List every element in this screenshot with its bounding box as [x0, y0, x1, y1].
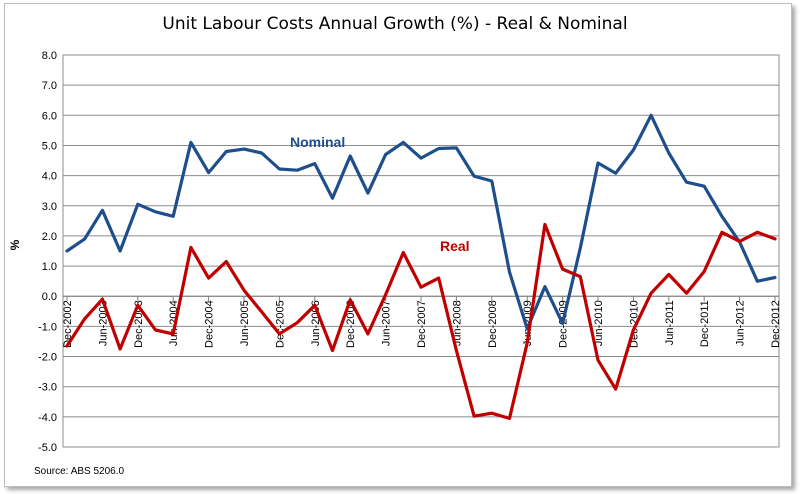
- series-line-nominal: [65, 113, 777, 331]
- y-tick-label: 3.0: [42, 201, 57, 213]
- source-note: Source: ABS 5206.0: [34, 466, 125, 477]
- y-tick-label: -1.0: [38, 321, 57, 333]
- x-tick-label: Dec-2005: [274, 300, 286, 348]
- series-label-real: Real: [440, 238, 470, 254]
- y-tick-label: 5.0: [42, 140, 57, 152]
- y-tick-label: 7.0: [42, 80, 57, 92]
- x-tick-label: Jun-2005: [239, 300, 251, 346]
- x-tick-label: Jun-2008: [451, 300, 463, 346]
- series-layer: [65, 113, 777, 420]
- y-tick-label: -2.0: [38, 352, 57, 364]
- chart-title: Unit Labour Costs Annual Growth (%) - Re…: [162, 14, 627, 34]
- x-tick-label: Dec-2011: [699, 300, 711, 347]
- x-tick-label: Dec-2004: [204, 300, 216, 348]
- y-tick-label: 8.0: [42, 50, 57, 62]
- plot-area-border: [62, 54, 780, 448]
- y-tick-label: 2.0: [42, 231, 57, 243]
- x-tick-label: Jun-2012: [735, 300, 747, 346]
- x-tick-label: Jun-2011: [664, 300, 676, 345]
- y-tick-label: -5.0: [38, 442, 57, 454]
- y-axis-ticks: 8.0 7.0 6.0 5.0 4.0 3.0 2.0 1.0 0.0 -1.0 -2.0 -3.0 -…: [38, 50, 57, 454]
- x-tick-label: Dec-2007: [416, 300, 428, 348]
- y-tick-label: -3.0: [38, 382, 57, 394]
- series-line-real: [65, 222, 777, 420]
- x-tick-label: Dec-2008: [487, 300, 499, 348]
- x-axis-ticks: Dec-2002 Jun-2003 Dec-2003 Jun-2004 Dec-2004…: [62, 296, 782, 348]
- chart-frame: [4, 3, 792, 487]
- y-tick-label: 1.0: [42, 261, 57, 273]
- series-label-nominal: Nominal: [290, 134, 345, 150]
- y-tick-label: 4.0: [42, 171, 57, 183]
- gridlines: [62, 54, 780, 448]
- y-tick-label: -4.0: [38, 412, 57, 424]
- x-tick-label: Dec-2002: [62, 300, 74, 348]
- x-tick-label: Jun-2003: [97, 300, 109, 346]
- x-tick-label: Jun-2007: [381, 300, 393, 346]
- x-tick-label: Dec-2006: [345, 300, 357, 348]
- y-tick-label: 0.0: [42, 291, 57, 303]
- y-tick-label: 6.0: [42, 110, 57, 122]
- x-tick-label: Dec-2012: [770, 300, 782, 348]
- y-axis-label: %: [8, 239, 22, 250]
- x-tick-label: Jun-2010: [593, 300, 605, 346]
